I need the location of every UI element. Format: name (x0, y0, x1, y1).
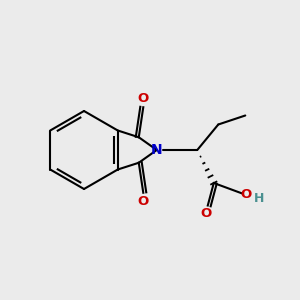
Text: O: O (138, 92, 149, 105)
Text: O: O (240, 188, 251, 202)
Text: N: N (151, 143, 163, 157)
Text: O: O (201, 207, 212, 220)
Text: O: O (138, 195, 149, 208)
Text: H: H (254, 192, 264, 206)
